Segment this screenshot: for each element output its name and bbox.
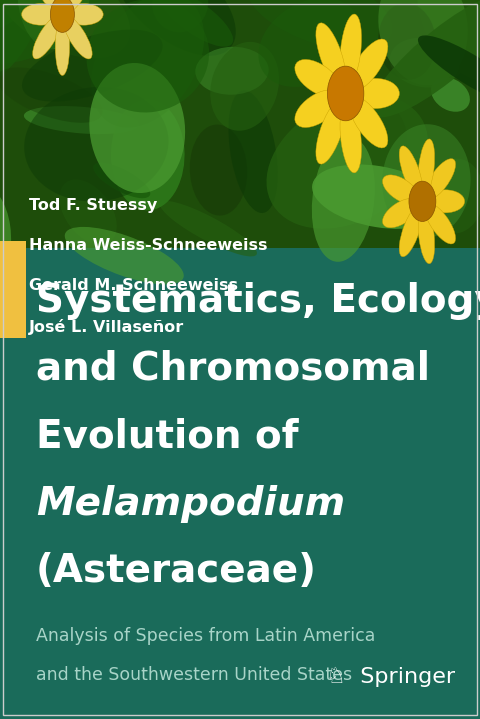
Text: Hanna Weiss-Schneeweiss: Hanna Weiss-Schneeweiss: [29, 238, 267, 253]
Ellipse shape: [55, 0, 70, 11]
Ellipse shape: [378, 0, 468, 86]
Ellipse shape: [316, 23, 346, 87]
Ellipse shape: [0, 68, 103, 123]
Ellipse shape: [431, 78, 470, 111]
Bar: [0, 241, 26, 338]
Ellipse shape: [424, 159, 456, 200]
Ellipse shape: [349, 96, 388, 148]
Ellipse shape: [295, 60, 340, 97]
Ellipse shape: [427, 159, 480, 234]
Circle shape: [327, 66, 364, 121]
Ellipse shape: [399, 146, 422, 197]
Ellipse shape: [295, 90, 340, 127]
Ellipse shape: [382, 124, 470, 238]
Ellipse shape: [24, 106, 139, 134]
Circle shape: [50, 0, 74, 32]
Ellipse shape: [399, 206, 422, 257]
Ellipse shape: [418, 207, 435, 264]
Ellipse shape: [228, 91, 278, 213]
Ellipse shape: [190, 124, 247, 216]
Circle shape: [409, 181, 436, 221]
Ellipse shape: [340, 14, 361, 85]
Ellipse shape: [266, 95, 428, 229]
Ellipse shape: [0, 0, 38, 37]
Text: Tod F. Stuessy: Tod F. Stuessy: [29, 198, 157, 213]
Ellipse shape: [112, 0, 236, 56]
Ellipse shape: [210, 42, 279, 131]
Ellipse shape: [351, 78, 399, 109]
Ellipse shape: [0, 188, 11, 278]
Ellipse shape: [24, 87, 168, 201]
Ellipse shape: [340, 102, 361, 173]
Text: José L. Villaseñor: José L. Villaseñor: [29, 319, 184, 334]
Ellipse shape: [33, 0, 61, 13]
Text: and the Southwestern United States: and the Southwestern United States: [36, 666, 352, 684]
Text: and Chromosomal: and Chromosomal: [36, 349, 430, 388]
Ellipse shape: [424, 203, 456, 244]
Text: (Asteraceae): (Asteraceae): [36, 552, 317, 590]
Ellipse shape: [159, 0, 233, 47]
Ellipse shape: [390, 38, 459, 88]
Ellipse shape: [22, 4, 60, 25]
Ellipse shape: [55, 18, 70, 75]
Ellipse shape: [378, 3, 436, 80]
Ellipse shape: [426, 190, 465, 213]
Ellipse shape: [383, 175, 419, 204]
Ellipse shape: [371, 0, 480, 117]
Text: Gerald M. Schneeweiss: Gerald M. Schneeweiss: [29, 278, 238, 293]
Ellipse shape: [349, 39, 388, 91]
Ellipse shape: [417, 0, 480, 82]
Ellipse shape: [418, 35, 480, 104]
Ellipse shape: [89, 63, 185, 193]
Ellipse shape: [111, 99, 185, 211]
Ellipse shape: [86, 0, 209, 112]
Ellipse shape: [258, 0, 360, 87]
Ellipse shape: [383, 198, 419, 228]
Ellipse shape: [91, 0, 204, 128]
Ellipse shape: [0, 0, 39, 99]
Text: Analysis of Species from Latin America: Analysis of Species from Latin America: [36, 627, 375, 645]
Ellipse shape: [65, 4, 103, 25]
Ellipse shape: [160, 201, 257, 257]
Text: Evolution of: Evolution of: [36, 417, 299, 455]
Ellipse shape: [247, 0, 393, 50]
Ellipse shape: [17, 0, 91, 50]
Ellipse shape: [0, 0, 130, 58]
Ellipse shape: [22, 29, 163, 101]
Ellipse shape: [0, 0, 101, 64]
Ellipse shape: [63, 16, 92, 59]
Ellipse shape: [33, 16, 61, 59]
Ellipse shape: [63, 0, 92, 13]
Ellipse shape: [195, 47, 269, 95]
Ellipse shape: [418, 139, 435, 196]
Ellipse shape: [316, 100, 346, 164]
Ellipse shape: [60, 180, 117, 244]
Text: ♘  Springer: ♘ Springer: [326, 667, 456, 687]
Text: Melampodium: Melampodium: [36, 485, 345, 523]
Ellipse shape: [343, 103, 407, 187]
Ellipse shape: [312, 137, 375, 262]
Ellipse shape: [93, 162, 150, 198]
Ellipse shape: [312, 165, 444, 229]
Ellipse shape: [65, 227, 184, 285]
Ellipse shape: [152, 0, 208, 32]
Bar: [0, 0, 480, 248]
Text: Systematics, Ecology,: Systematics, Ecology,: [36, 282, 480, 320]
